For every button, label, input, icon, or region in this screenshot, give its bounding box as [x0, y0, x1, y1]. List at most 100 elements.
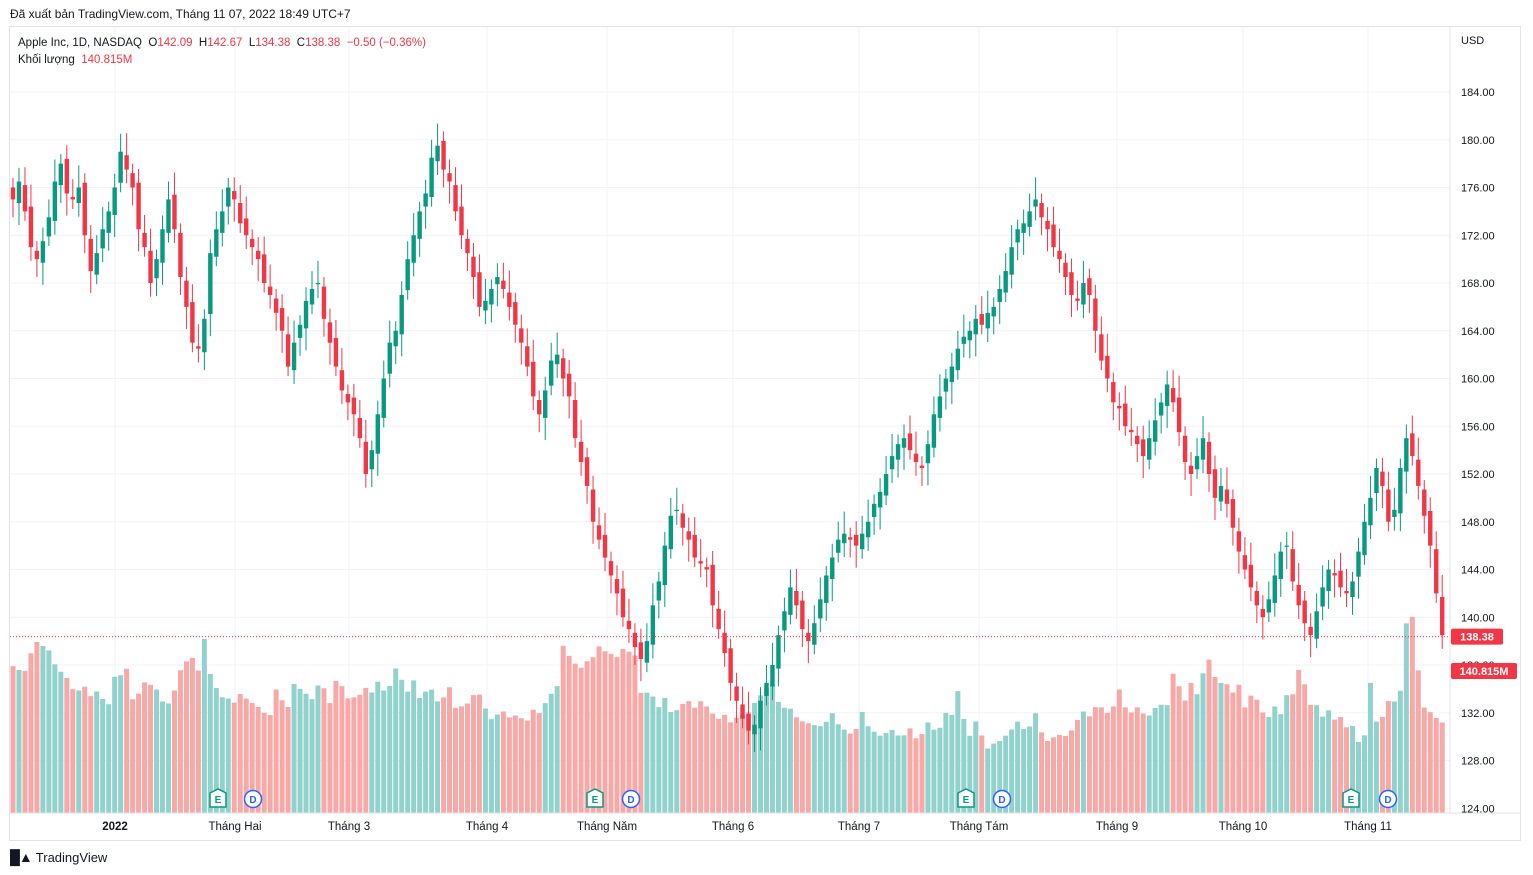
candle-body: [531, 361, 536, 397]
chart-frame: [9, 26, 1521, 841]
candle-body: [387, 342, 392, 374]
candle-body: [190, 302, 195, 343]
volume-bar: [1338, 717, 1344, 813]
candle-body: [1242, 555, 1248, 570]
candle-body: [1416, 459, 1421, 486]
dividend-marker-icon[interactable]: [1378, 789, 1398, 809]
candle-body: [495, 277, 500, 285]
earnings-marker-icon[interactable]: [209, 788, 227, 808]
candle-body: [1392, 509, 1397, 517]
candle-body: [913, 453, 919, 463]
candle-body: [1170, 388, 1176, 403]
candle-body: [620, 588, 626, 618]
candle-body: [698, 561, 703, 564]
candle-body: [614, 579, 620, 594]
candle-body: [1182, 435, 1188, 463]
volume-bar: [1308, 705, 1314, 813]
volume-bar: [1350, 725, 1356, 813]
candle-body: [178, 232, 183, 278]
volume-bar: [363, 687, 369, 813]
footer-brand[interactable]: █▲ TradingView: [10, 849, 107, 865]
earnings-marker-icon[interactable]: [586, 788, 604, 808]
y-tick-label: 180.00: [1461, 135, 1495, 147]
candle-body: [34, 250, 40, 260]
x-tick-label: Tháng 10: [1219, 821, 1268, 833]
volume-bar: [548, 693, 554, 813]
candle-body: [261, 254, 267, 283]
y-axis[interactable]: 184.00 180.00 176.00 172.00 168.00 164.00 160.…: [1449, 27, 1495, 815]
volume-bar: [973, 721, 979, 813]
candle-body: [130, 173, 135, 188]
volume-bar: [1062, 735, 1068, 813]
candle-body: [842, 533, 847, 544]
candle-body: [859, 533, 865, 550]
candle-body: [1296, 585, 1301, 606]
candle-body: [776, 635, 781, 669]
volume-bar: [1086, 716, 1092, 813]
volume-bar: [955, 691, 961, 813]
volume-bar: [82, 686, 88, 813]
candle-body: [208, 253, 213, 315]
volume-bar: [1158, 704, 1164, 813]
candle-body: [1099, 334, 1104, 361]
legend-close-label: C: [296, 37, 306, 49]
volume-bar: [554, 686, 560, 813]
candle-body: [1152, 420, 1158, 442]
candle-body: [722, 632, 727, 654]
earnings-marker-icon[interactable]: [957, 788, 975, 808]
dividend-marker-icon[interactable]: [243, 789, 263, 809]
volume-bar: [769, 684, 775, 813]
last-price-tag: 138.38: [1460, 632, 1494, 644]
candle-body: [453, 185, 458, 212]
x-tick-label: Tháng 11: [1344, 821, 1392, 833]
candle-body: [1350, 581, 1355, 597]
candle-body: [1147, 438, 1152, 460]
volume-bar: [1116, 689, 1122, 813]
dividend-marker-icon[interactable]: [992, 789, 1012, 809]
candle-body: [423, 193, 428, 207]
candle-body: [1188, 465, 1194, 474]
volume-bar: [1039, 732, 1045, 813]
candle-body: [644, 641, 650, 663]
event-marker-letter: E: [215, 795, 222, 806]
currency-label[interactable]: USD: [1461, 35, 1485, 47]
volume-bar: [1427, 712, 1433, 813]
candle-body: [991, 306, 996, 317]
candle-body: [1003, 271, 1008, 293]
candle-body: [82, 182, 87, 236]
volume-bar: [417, 698, 423, 813]
volume-bar: [447, 687, 453, 813]
x-axis[interactable]: 2022 Tháng Hai Tháng 3 Tháng 4 Tháng Năm Thán…: [10, 812, 1520, 833]
volume-bar: [333, 680, 339, 813]
x-tick-label: Tháng Tám: [950, 821, 1009, 833]
last-volume-tag-bg: [1451, 663, 1517, 679]
candle-body: [608, 561, 614, 576]
event-marker-letter: D: [1384, 795, 1391, 806]
candle-body: [961, 336, 967, 344]
volume-bar: [614, 657, 620, 813]
candle-body: [1141, 439, 1146, 457]
volume-bar: [578, 667, 584, 813]
candle-body: [1290, 549, 1295, 582]
volume-bar: [704, 706, 710, 813]
event-marker-letter: E: [592, 795, 599, 806]
volume-bar: [1134, 707, 1140, 813]
volume-bar: [1326, 710, 1332, 813]
volume-bar: [1403, 623, 1409, 813]
volume-bar: [1033, 713, 1039, 813]
candle-body: [1404, 438, 1409, 472]
earnings-marker-icon[interactable]: [1342, 788, 1360, 808]
x-tick-label: 2022: [102, 821, 128, 833]
legend-volume-label: Khối lượng: [18, 54, 75, 66]
candle-body: [1374, 468, 1379, 494]
volume-bar: [1200, 673, 1206, 813]
candle-body: [1194, 456, 1200, 470]
dividend-marker-icon[interactable]: [621, 789, 641, 809]
volume-bar: [734, 717, 740, 813]
candle-body: [202, 318, 207, 353]
volume-bar: [441, 697, 447, 813]
volume-bar: [381, 690, 387, 813]
candle-body: [656, 581, 662, 601]
